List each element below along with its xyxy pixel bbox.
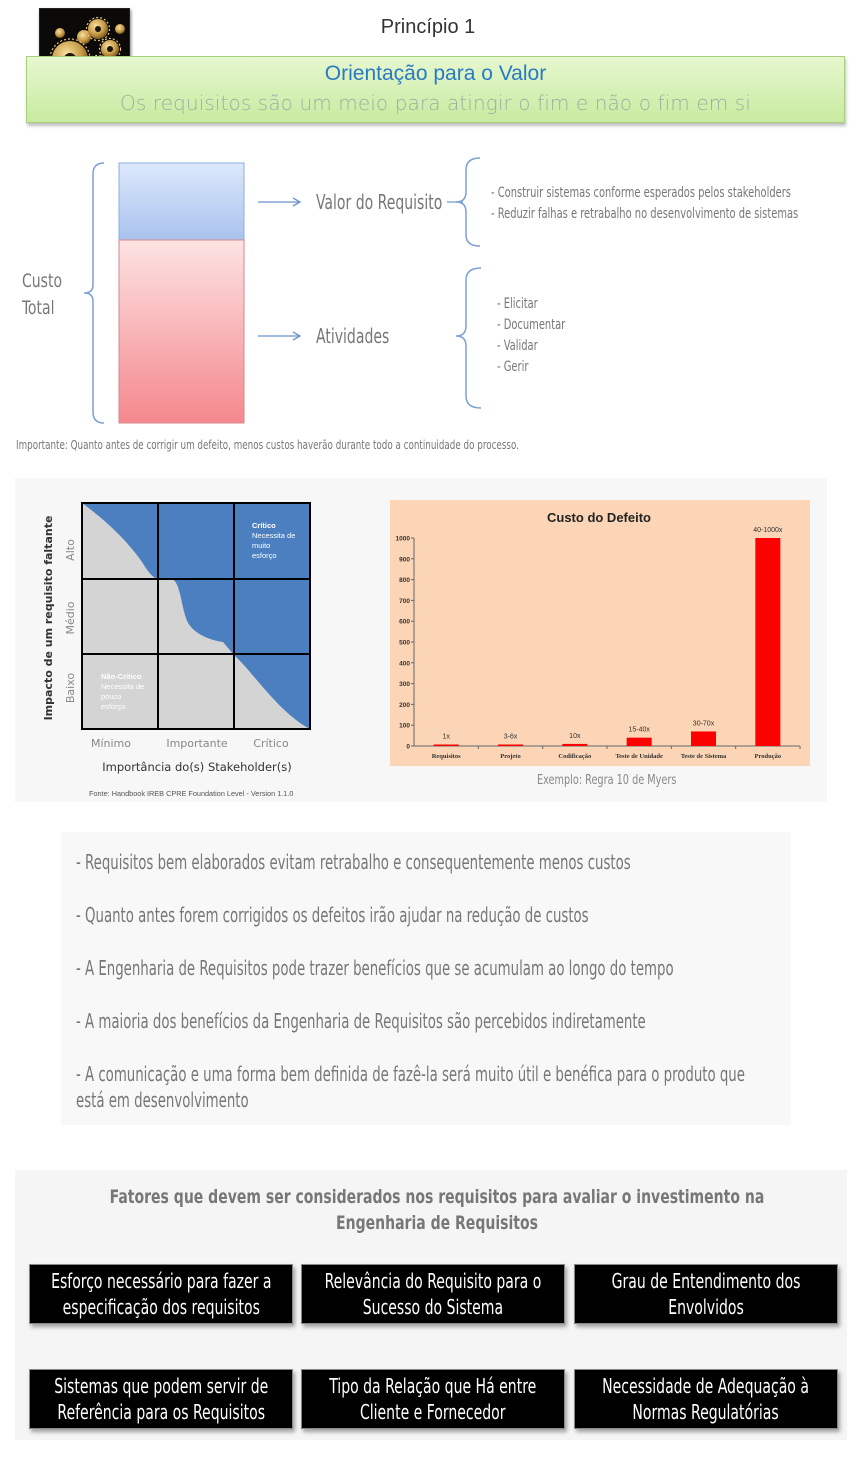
factors-title: Fatores que devem ser considerados nos r… bbox=[109, 1186, 765, 1234]
value-label: Valor do Requisito bbox=[316, 190, 443, 214]
activities-arrow bbox=[258, 331, 302, 341]
y-axis-title: Impacto de um requisito faltante bbox=[42, 516, 55, 721]
value-arrow bbox=[258, 197, 302, 207]
x-tick-label: Requisitos bbox=[432, 753, 461, 760]
benefit-note: - A maioria dos benefícios da Engenharia… bbox=[76, 1009, 646, 1033]
factor-box: Esforço necessário para fazer a especific… bbox=[29, 1264, 293, 1324]
y-tick-label: 1000 bbox=[396, 536, 411, 543]
noncritical-label-line: esforço bbox=[101, 702, 126, 711]
data-label: 15-40x bbox=[628, 727, 650, 734]
activities-brace bbox=[455, 267, 482, 409]
x-level-important: Importante bbox=[166, 737, 228, 750]
stakeholder-quadrant: Crítico Necessita de muito esforço Não-C… bbox=[42, 502, 311, 774]
total-cost-label: Custo Total bbox=[22, 270, 63, 319]
data-label: 40-1000x bbox=[753, 527, 783, 534]
bar bbox=[755, 538, 781, 746]
chart-title: Custo do Defeito bbox=[547, 510, 651, 525]
list-item: - Validar bbox=[497, 338, 538, 354]
x-tick-label: Codificação bbox=[558, 753, 591, 760]
critical-area bbox=[82, 503, 310, 729]
chart-bars: 1x Requisitos 3-6x Projeto 10x Codificação 15-… bbox=[432, 527, 783, 760]
x-tick-label: Teste de Unidade bbox=[615, 753, 663, 760]
list-item: - Construir sistemas conforme esperados … bbox=[491, 185, 791, 201]
value-segment bbox=[118, 162, 245, 241]
x-level-min: Mínimo bbox=[91, 737, 131, 750]
data-label: 3-6x bbox=[504, 734, 518, 741]
benefit-note: - A comunicação e uma forma bem definida… bbox=[76, 1062, 745, 1112]
y-tick-label: 600 bbox=[399, 619, 410, 626]
value-bullets: - Construir sistemas conforme esperados … bbox=[491, 183, 798, 225]
total-brace bbox=[83, 162, 105, 424]
noncritical-label: Não-Crítico bbox=[101, 672, 142, 681]
activities-segment bbox=[118, 239, 245, 424]
chart-background bbox=[390, 500, 810, 766]
activity-bullets: - Elicitar - Documentar - Validar - Geri… bbox=[497, 294, 565, 378]
data-label: 30-70x bbox=[693, 720, 715, 727]
cost-diagram: Custo Total Valor do Requisito Atividade… bbox=[0, 140, 867, 460]
y-tick-label: 300 bbox=[399, 681, 410, 688]
x-tick-label: Projeto bbox=[500, 753, 520, 760]
x-tick-label: Teste de Sistema bbox=[681, 753, 727, 760]
list-item: - Gerir bbox=[497, 359, 529, 375]
bar bbox=[626, 737, 652, 746]
y-tick-label: 400 bbox=[399, 660, 410, 667]
y-tick-label: 700 bbox=[399, 598, 410, 605]
bar bbox=[562, 743, 588, 746]
factor-box: Necessidade de Adequação à Normas Regulat… bbox=[574, 1369, 838, 1429]
y-tick-label: 200 bbox=[399, 702, 410, 709]
y-tick-label: 800 bbox=[399, 577, 410, 584]
list-item: - Documentar bbox=[497, 317, 566, 333]
critical-label: Crítico bbox=[252, 521, 276, 530]
chart-axes: 0 100 200 300 400 500 600 700 800 900 1000 bbox=[396, 536, 801, 751]
y-tick-label: 900 bbox=[399, 556, 410, 563]
y-level-low: Baixo bbox=[64, 673, 77, 704]
banner-subtitle: Os requisitos são um meio para atingir o… bbox=[120, 91, 751, 115]
x-level-critical: Crítico bbox=[253, 737, 289, 750]
bar bbox=[498, 744, 523, 746]
y-tick-label: 0 bbox=[406, 744, 410, 751]
y-tick-label: 500 bbox=[399, 640, 410, 647]
value-brace bbox=[455, 157, 481, 247]
benefit-note: - Requisitos bem elaborados evitam retra… bbox=[76, 850, 631, 874]
principle-banner: Orientação para o Valor Os requisitos sã… bbox=[26, 56, 845, 123]
benefit-note: - A Engenharia de Requisitos pode trazer… bbox=[76, 956, 674, 980]
x-axis-title: Importância do(s) Stakeholder(s) bbox=[102, 760, 291, 774]
bar bbox=[433, 744, 459, 746]
list-item: - Elicitar bbox=[497, 296, 538, 312]
factor-box: Grau de Entendimento dos Envolvidos bbox=[574, 1264, 838, 1324]
critical-label-line: muito bbox=[252, 541, 270, 550]
page-title: Princípio 1 bbox=[380, 16, 476, 38]
list-item: - Reduzir falhas e retrabalho no desenvo… bbox=[491, 206, 799, 222]
data-label: 10x bbox=[569, 733, 581, 740]
y-level-medium: Médio bbox=[64, 601, 77, 634]
y-level-high: Alto bbox=[64, 539, 77, 561]
noncritical-label-line: pouco bbox=[101, 692, 121, 701]
critical-label-line: esforço bbox=[252, 551, 277, 560]
important-note: Importante: Quanto antes de corrigir um … bbox=[16, 437, 519, 452]
banner-title: Orientação para o Valor bbox=[324, 62, 547, 85]
quadrant-source: Fonte: Handbook IREB CPRE Foundation Lev… bbox=[89, 789, 294, 798]
critical-label-line: Necessita de bbox=[252, 531, 295, 540]
bar bbox=[691, 731, 716, 746]
y-tick-label: 100 bbox=[399, 723, 410, 730]
notes-panel bbox=[61, 832, 791, 1125]
factor-box: Relevância do Requisito para o Sucesso do… bbox=[301, 1264, 565, 1324]
activities-label: Atividades bbox=[316, 324, 390, 348]
x-tick-label: Produção bbox=[755, 753, 782, 760]
data-label: 1x bbox=[442, 734, 450, 741]
factor-box: Tipo da Relação que Há entre Cliente e Fo… bbox=[301, 1369, 565, 1429]
cost-diagram-graphics bbox=[83, 157, 482, 424]
factor-box: Sistemas que podem servir de Referência p… bbox=[29, 1369, 293, 1429]
defect-cost-chart: Custo do Defeito 0 100 200 300 400 500 600 700 8… bbox=[390, 500, 810, 766]
chart-caption: Exemplo: Regra 10 de Myers bbox=[537, 772, 677, 788]
benefit-note: - Quanto antes forem corrigidos os defei… bbox=[76, 903, 589, 927]
noncritical-label-line: Necessita de bbox=[101, 682, 144, 691]
